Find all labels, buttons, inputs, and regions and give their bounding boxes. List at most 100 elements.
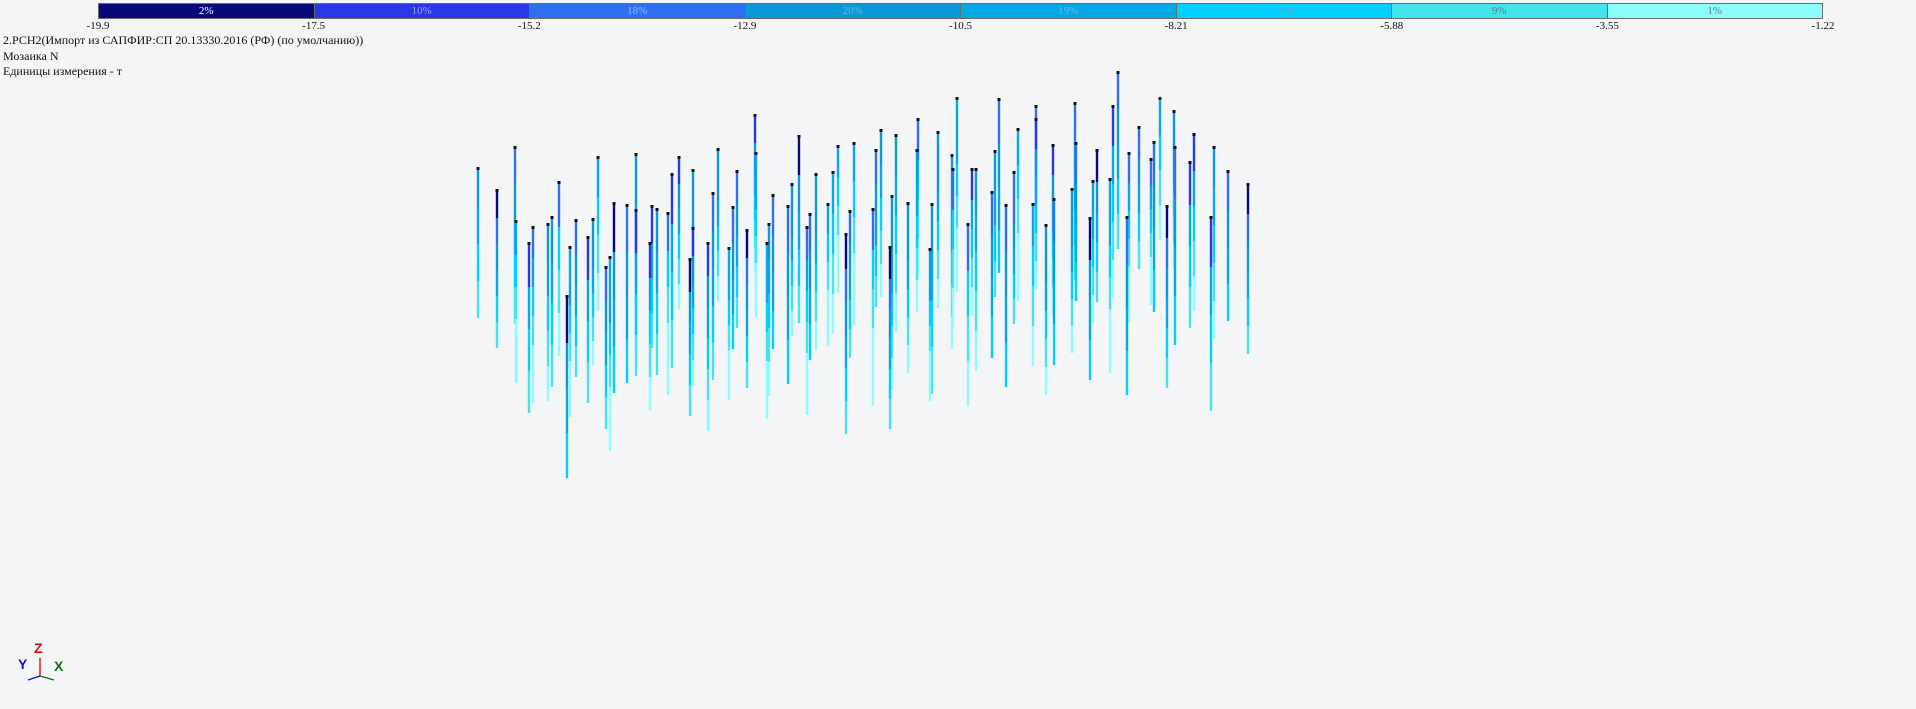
pile-head-marker bbox=[890, 195, 894, 198]
pile-head-marker bbox=[612, 202, 616, 205]
legend-tick: -8.21 bbox=[1164, 20, 1188, 32]
pile-head-marker bbox=[1016, 128, 1020, 131]
pile-head-marker bbox=[527, 242, 531, 245]
axis-triad: Z Y X bbox=[14, 640, 74, 685]
pile-head-marker bbox=[550, 216, 554, 219]
load-case-title: 2.РСН2(Импорт из САПФИР:СП 20.13330.2016… bbox=[3, 33, 364, 47]
pile-head-marker bbox=[691, 169, 695, 172]
pile-head-marker bbox=[1088, 217, 1092, 220]
legend-segment: 1% bbox=[1607, 4, 1822, 18]
pile-head-marker bbox=[1173, 146, 1177, 149]
pile-head-marker bbox=[495, 189, 499, 192]
pile-head-marker bbox=[1158, 97, 1162, 100]
pile-head-marker bbox=[974, 168, 978, 171]
legend-tick: -10.5 bbox=[949, 20, 972, 32]
pile-head-marker bbox=[915, 149, 919, 152]
pile-head-marker bbox=[826, 203, 830, 206]
pile-head-marker bbox=[808, 213, 812, 216]
pile-head-marker bbox=[1116, 71, 1120, 74]
pile-head-marker bbox=[1091, 180, 1095, 183]
pile-head-marker bbox=[476, 167, 480, 170]
pile-head-marker bbox=[670, 173, 674, 176]
pile-head-marker bbox=[936, 131, 940, 134]
pile-head-marker bbox=[1172, 110, 1176, 113]
pile-head-marker bbox=[955, 97, 959, 100]
pile-head-marker bbox=[1226, 170, 1230, 173]
pile-head-marker bbox=[916, 118, 920, 121]
pile-head-marker bbox=[950, 154, 954, 157]
pile-head-marker bbox=[786, 205, 790, 208]
pile-head-marker bbox=[655, 208, 659, 211]
pile-head-marker bbox=[1052, 198, 1056, 201]
pile-head-marker bbox=[1152, 141, 1156, 144]
pile-head-marker bbox=[970, 168, 974, 171]
pile-head-marker bbox=[666, 212, 670, 215]
pile-head-marker bbox=[634, 209, 638, 212]
color-scale-legend: 2% 10% 18% 20% 19% 20% 9% 1% bbox=[98, 3, 1823, 19]
pile-head-marker bbox=[753, 114, 757, 117]
pile-head-marker bbox=[1034, 105, 1038, 108]
pile-head-marker bbox=[930, 203, 934, 206]
pile-head-marker bbox=[650, 205, 654, 208]
axis-triad-icon bbox=[27, 658, 55, 681]
pile-head-marker bbox=[691, 227, 695, 230]
pile-head-marker bbox=[1127, 152, 1131, 155]
legend-tick: -17.5 bbox=[302, 20, 326, 32]
legend-segment: 2% bbox=[99, 4, 315, 18]
pile-head-marker bbox=[1031, 203, 1035, 206]
pile-head-marker bbox=[1073, 102, 1077, 105]
pile-head-marker bbox=[990, 191, 994, 194]
pile-head-marker bbox=[546, 223, 550, 226]
pile-head-marker bbox=[1165, 205, 1169, 208]
pile-head-marker bbox=[771, 194, 775, 197]
legend-segment: 10% bbox=[314, 4, 530, 18]
pile-head-marker bbox=[1111, 105, 1115, 108]
pile-head-marker bbox=[928, 248, 932, 251]
pile-head-marker bbox=[1137, 126, 1141, 129]
pile-head-marker bbox=[993, 150, 997, 153]
pile-head-marker bbox=[879, 129, 883, 132]
pile-head-marker bbox=[1051, 144, 1055, 147]
pile-head-marker bbox=[634, 153, 638, 156]
units-label: Единицы измерения - т bbox=[3, 64, 123, 78]
info-panel: 2.РСН2(Импорт из САПФИР:СП 20.13330.2016… bbox=[3, 33, 363, 80]
pile-head-marker bbox=[1004, 204, 1008, 207]
pile-head-marker bbox=[874, 149, 878, 152]
pile-head-marker bbox=[591, 218, 595, 221]
pile-head-marker bbox=[677, 156, 681, 159]
pile-head-marker bbox=[586, 236, 590, 239]
legend-tick: -5.88 bbox=[1380, 20, 1404, 32]
pile-head-marker bbox=[1034, 118, 1038, 121]
pile-head-marker bbox=[735, 170, 739, 173]
pile-head-marker bbox=[1246, 183, 1250, 186]
pile-head-marker bbox=[568, 246, 572, 249]
axis-x-label: X bbox=[54, 658, 64, 674]
pile-head-marker bbox=[604, 266, 608, 269]
pile-head-marker bbox=[848, 210, 852, 213]
pile-head-marker bbox=[1209, 216, 1213, 219]
pile-head-marker bbox=[1125, 216, 1129, 219]
pile-head-marker bbox=[1212, 146, 1216, 149]
legend-tick: -3.55 bbox=[1595, 20, 1619, 32]
legend-segment: 20% bbox=[1176, 4, 1392, 18]
pile-head-marker bbox=[765, 242, 769, 245]
legend-segment: 18% bbox=[530, 4, 746, 18]
pile-head-marker bbox=[716, 148, 720, 151]
pile-head-marker bbox=[1188, 161, 1192, 164]
pile-head-marker bbox=[731, 206, 735, 209]
pile-head-marker bbox=[1149, 158, 1153, 161]
pile-head-marker bbox=[513, 146, 517, 149]
pile-head-marker bbox=[1070, 188, 1074, 191]
pile-head-marker bbox=[514, 220, 518, 223]
pile-head-marker bbox=[688, 258, 692, 261]
pile-head-marker bbox=[871, 208, 875, 211]
pile-head-marker bbox=[596, 156, 600, 159]
legend-tick: -15.2 bbox=[517, 20, 541, 32]
legend-tick-labels: -19.9 -17.5 -15.2 -12.9 -10.5 -8.21 -5.88 -3.55… bbox=[0, 20, 1916, 34]
legend-segment: 9% bbox=[1392, 4, 1608, 18]
legend-segment: 20% bbox=[745, 4, 961, 18]
axis-y-label: Y bbox=[18, 656, 28, 672]
pile-head-marker bbox=[1095, 149, 1099, 152]
legend-tick: -19.9 bbox=[86, 20, 110, 32]
